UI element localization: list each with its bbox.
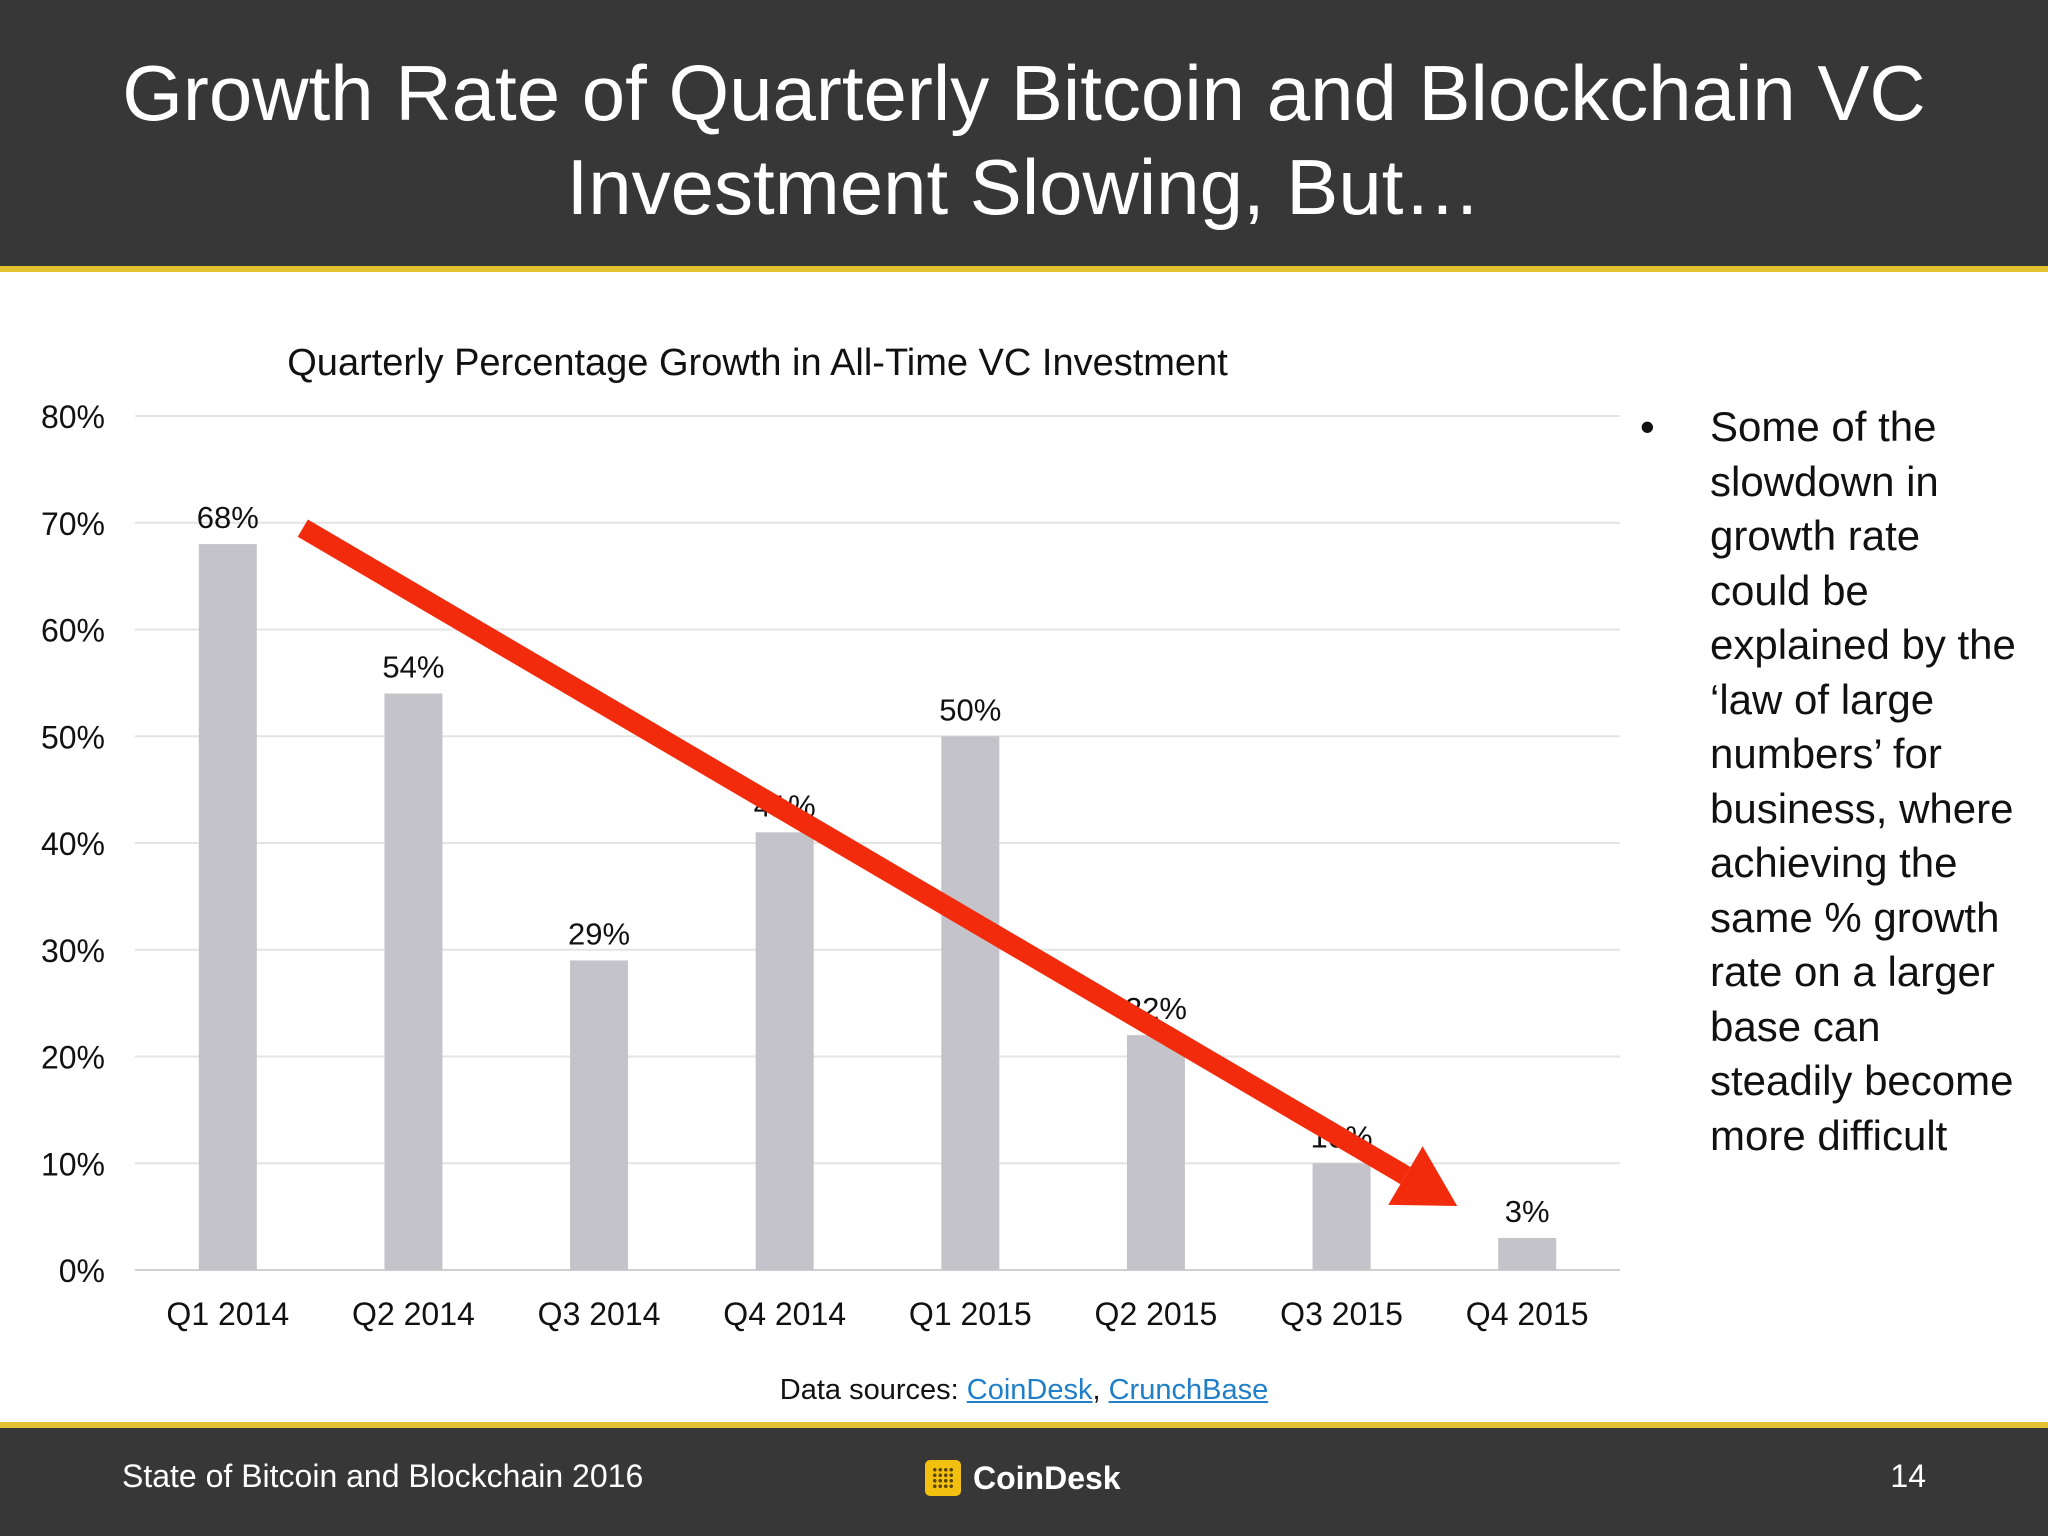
trend-arrow-shaft bbox=[297, 519, 1411, 1185]
coindesk-logo: CoinDesk bbox=[925, 1458, 1121, 1498]
bar bbox=[755, 832, 814, 1270]
x-axis-ticks: Q1 2014 Q2 2014 Q3 2014 Q4 2014 Q1 2015 Q2 20… bbox=[166, 1296, 1588, 1332]
y-tick-label: 70% bbox=[41, 506, 105, 542]
commentary-list: • Some of the slowdown in growth rate co… bbox=[1640, 400, 2030, 1163]
slide-title-line-2: Investment Slowing, But… bbox=[566, 143, 1482, 231]
slide-footer: State of Bitcoin and Blockchain 2016 Coi… bbox=[0, 1428, 2048, 1536]
chart-title: Quarterly Percentage Growth in All-Time … bbox=[287, 342, 1228, 384]
data-label: 54% bbox=[382, 650, 444, 685]
footer-accent-rule bbox=[0, 1422, 2048, 1428]
x-tick-label: Q4 2015 bbox=[1466, 1296, 1589, 1332]
y-tick-label: 50% bbox=[41, 719, 105, 755]
data-label: 50% bbox=[939, 692, 1001, 727]
slide-title-line-1: Growth Rate of Quarterly Bitcoin and Blo… bbox=[122, 49, 1926, 137]
y-tick-label: 20% bbox=[41, 1040, 105, 1076]
bar bbox=[1312, 1163, 1371, 1270]
data-sources-prefix: Data sources: bbox=[779, 1374, 967, 1406]
x-tick-label: Q1 2015 bbox=[909, 1296, 1032, 1332]
x-tick-label: Q3 2014 bbox=[538, 1296, 661, 1332]
bar bbox=[941, 736, 1000, 1270]
trend-arrow-head bbox=[1388, 1146, 1458, 1206]
x-tick-label: Q2 2015 bbox=[1095, 1296, 1218, 1332]
commentary-text: Some of the slowdown in growth rate coul… bbox=[1710, 403, 2016, 1159]
bullet-marker: • bbox=[1640, 403, 1655, 450]
bar bbox=[1126, 1035, 1185, 1270]
data-label: 68% bbox=[197, 500, 259, 535]
data-sources: Data sources: CoinDesk, CrunchBase bbox=[0, 1374, 2048, 1407]
header-accent-rule bbox=[0, 266, 2048, 272]
crunchbase-source-link[interactable]: CrunchBase bbox=[1108, 1374, 1269, 1406]
coindesk-source-link[interactable]: CoinDesk bbox=[966, 1374, 1093, 1406]
chart-bars bbox=[198, 544, 1557, 1270]
slide-title: Growth Rate of Quarterly Bitcoin and Blo… bbox=[60, 46, 1988, 234]
y-tick-label: 30% bbox=[41, 933, 105, 969]
bar bbox=[1498, 1237, 1557, 1270]
slide-header: Growth Rate of Quarterly Bitcoin and Blo… bbox=[0, 0, 2048, 266]
y-tick-label: 10% bbox=[41, 1146, 105, 1182]
bar bbox=[384, 693, 443, 1270]
page-number: 14 bbox=[1890, 1458, 1926, 1494]
data-sources-separator: , bbox=[1092, 1374, 1109, 1406]
y-axis-ticks: 0% 10% 20% 30% 40% 50% 60% 70% 80% bbox=[41, 399, 105, 1289]
data-label: 3% bbox=[1505, 1194, 1550, 1229]
x-tick-label: Q1 2014 bbox=[166, 1296, 289, 1332]
trend-arrow bbox=[297, 519, 1458, 1206]
y-tick-label: 0% bbox=[59, 1253, 105, 1289]
data-label: 29% bbox=[568, 916, 630, 951]
coindesk-logo-text: CoinDesk bbox=[973, 1459, 1121, 1496]
bar-chart: Quarterly Percentage Growth in All-Time … bbox=[41, 342, 1620, 1332]
y-tick-label: 80% bbox=[41, 399, 105, 435]
y-tick-label: 60% bbox=[41, 613, 105, 649]
coindesk-logo-icon bbox=[925, 1460, 961, 1496]
y-tick-label: 40% bbox=[41, 826, 105, 862]
footer-report-title: State of Bitcoin and Blockchain 2016 bbox=[122, 1458, 644, 1494]
x-tick-label: Q2 2014 bbox=[352, 1296, 475, 1332]
x-tick-label: Q3 2015 bbox=[1280, 1296, 1403, 1332]
commentary-bullet: • Some of the slowdown in growth rate co… bbox=[1640, 400, 2030, 1163]
chart-gridlines bbox=[135, 415, 1620, 1271]
bar bbox=[198, 544, 257, 1270]
x-tick-label: Q4 2014 bbox=[723, 1296, 846, 1332]
bar bbox=[570, 960, 629, 1270]
